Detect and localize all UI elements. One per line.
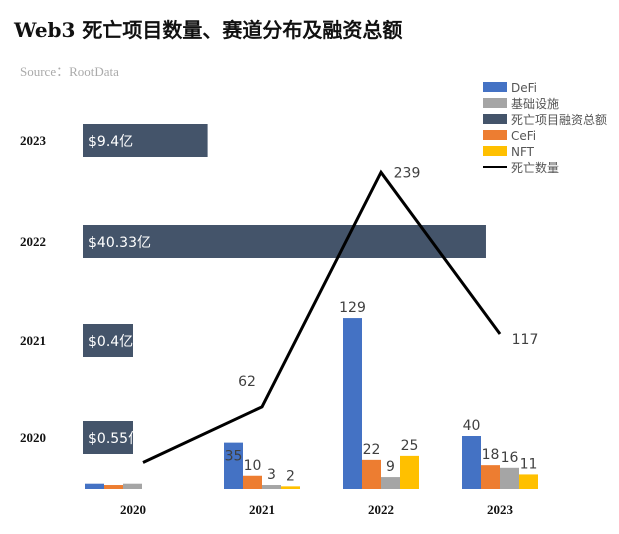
- bar-CeFi: [243, 475, 262, 489]
- line-death-count: [142, 169, 502, 464]
- legend-label: DeFi: [511, 81, 537, 95]
- bar-DeFi: [224, 442, 243, 489]
- bar-data-label: 129: [339, 300, 366, 316]
- chart-title: Web3 死亡项目数量、赛道分布及融资总额: [14, 18, 403, 42]
- bar-NFT: [281, 486, 300, 489]
- legend-swatch: [483, 98, 507, 108]
- line-data-label: 117: [512, 332, 539, 348]
- bar-DeFi: [462, 436, 481, 489]
- legend-label: 死亡数量: [511, 160, 559, 175]
- x-tick-label: 2020: [120, 502, 146, 517]
- funding-year-label: 2022: [20, 234, 46, 249]
- bar-data-label: 2: [286, 468, 295, 484]
- bar-NFT: [519, 474, 538, 489]
- x-tick-label: 2021: [249, 502, 275, 517]
- x-tick-label: 2023: [487, 502, 514, 517]
- bar-data-label: 9: [386, 459, 395, 475]
- bar-data-label: 18: [482, 447, 500, 463]
- legend-label: 基础设施: [511, 97, 559, 111]
- bar-data-label: 3: [267, 467, 276, 483]
- bar-NFT: [400, 455, 419, 489]
- funding-year-label: 2023: [20, 133, 47, 148]
- legend-label: CeFi: [511, 129, 536, 143]
- bar-data-label: 10: [244, 458, 262, 474]
- funding-label: $40.33亿: [88, 235, 151, 251]
- funding-label: $9.4亿: [88, 134, 133, 150]
- bar-DeFi: [343, 318, 362, 489]
- bar-CeFi: [104, 485, 123, 489]
- legend-label: 死亡项目融资总额: [511, 113, 607, 127]
- bar-基础设施: [381, 477, 400, 489]
- legend-swatch: [483, 82, 507, 92]
- bar-data-label: 11: [520, 456, 538, 472]
- bar-data-label: 22: [363, 442, 381, 458]
- line-data-label: 239: [394, 165, 421, 181]
- funding-bar: [83, 324, 133, 357]
- bar-CeFi: [481, 465, 500, 489]
- funding-bar: [83, 124, 208, 157]
- funding-year-label: 2020: [20, 430, 46, 445]
- bar-基础设施: [262, 485, 281, 489]
- bar-基础设施: [123, 483, 142, 489]
- legend-swatch: [483, 130, 507, 140]
- bar-data-label: 40: [463, 418, 481, 434]
- funding-year-label: 2021: [20, 333, 46, 348]
- legend-swatch: [483, 114, 507, 124]
- bar-DeFi: [85, 483, 104, 489]
- line-data-label: 62: [238, 374, 256, 390]
- funding-label: $0.4亿: [88, 334, 133, 350]
- x-tick-label: 2022: [368, 502, 394, 517]
- bar-data-label: 35: [225, 449, 243, 465]
- bar-基础设施: [500, 467, 519, 489]
- legend-label: NFT: [511, 145, 535, 159]
- funding-bar: [83, 421, 133, 454]
- funding-bar: [83, 225, 486, 258]
- legend-swatch: [483, 146, 507, 156]
- funding-label: $0.55亿: [88, 431, 142, 447]
- chart-source: Source：RootData: [20, 64, 119, 79]
- bar-data-label: 25: [401, 438, 419, 454]
- bar-data-label: 16: [501, 450, 519, 466]
- bar-CeFi: [362, 459, 381, 489]
